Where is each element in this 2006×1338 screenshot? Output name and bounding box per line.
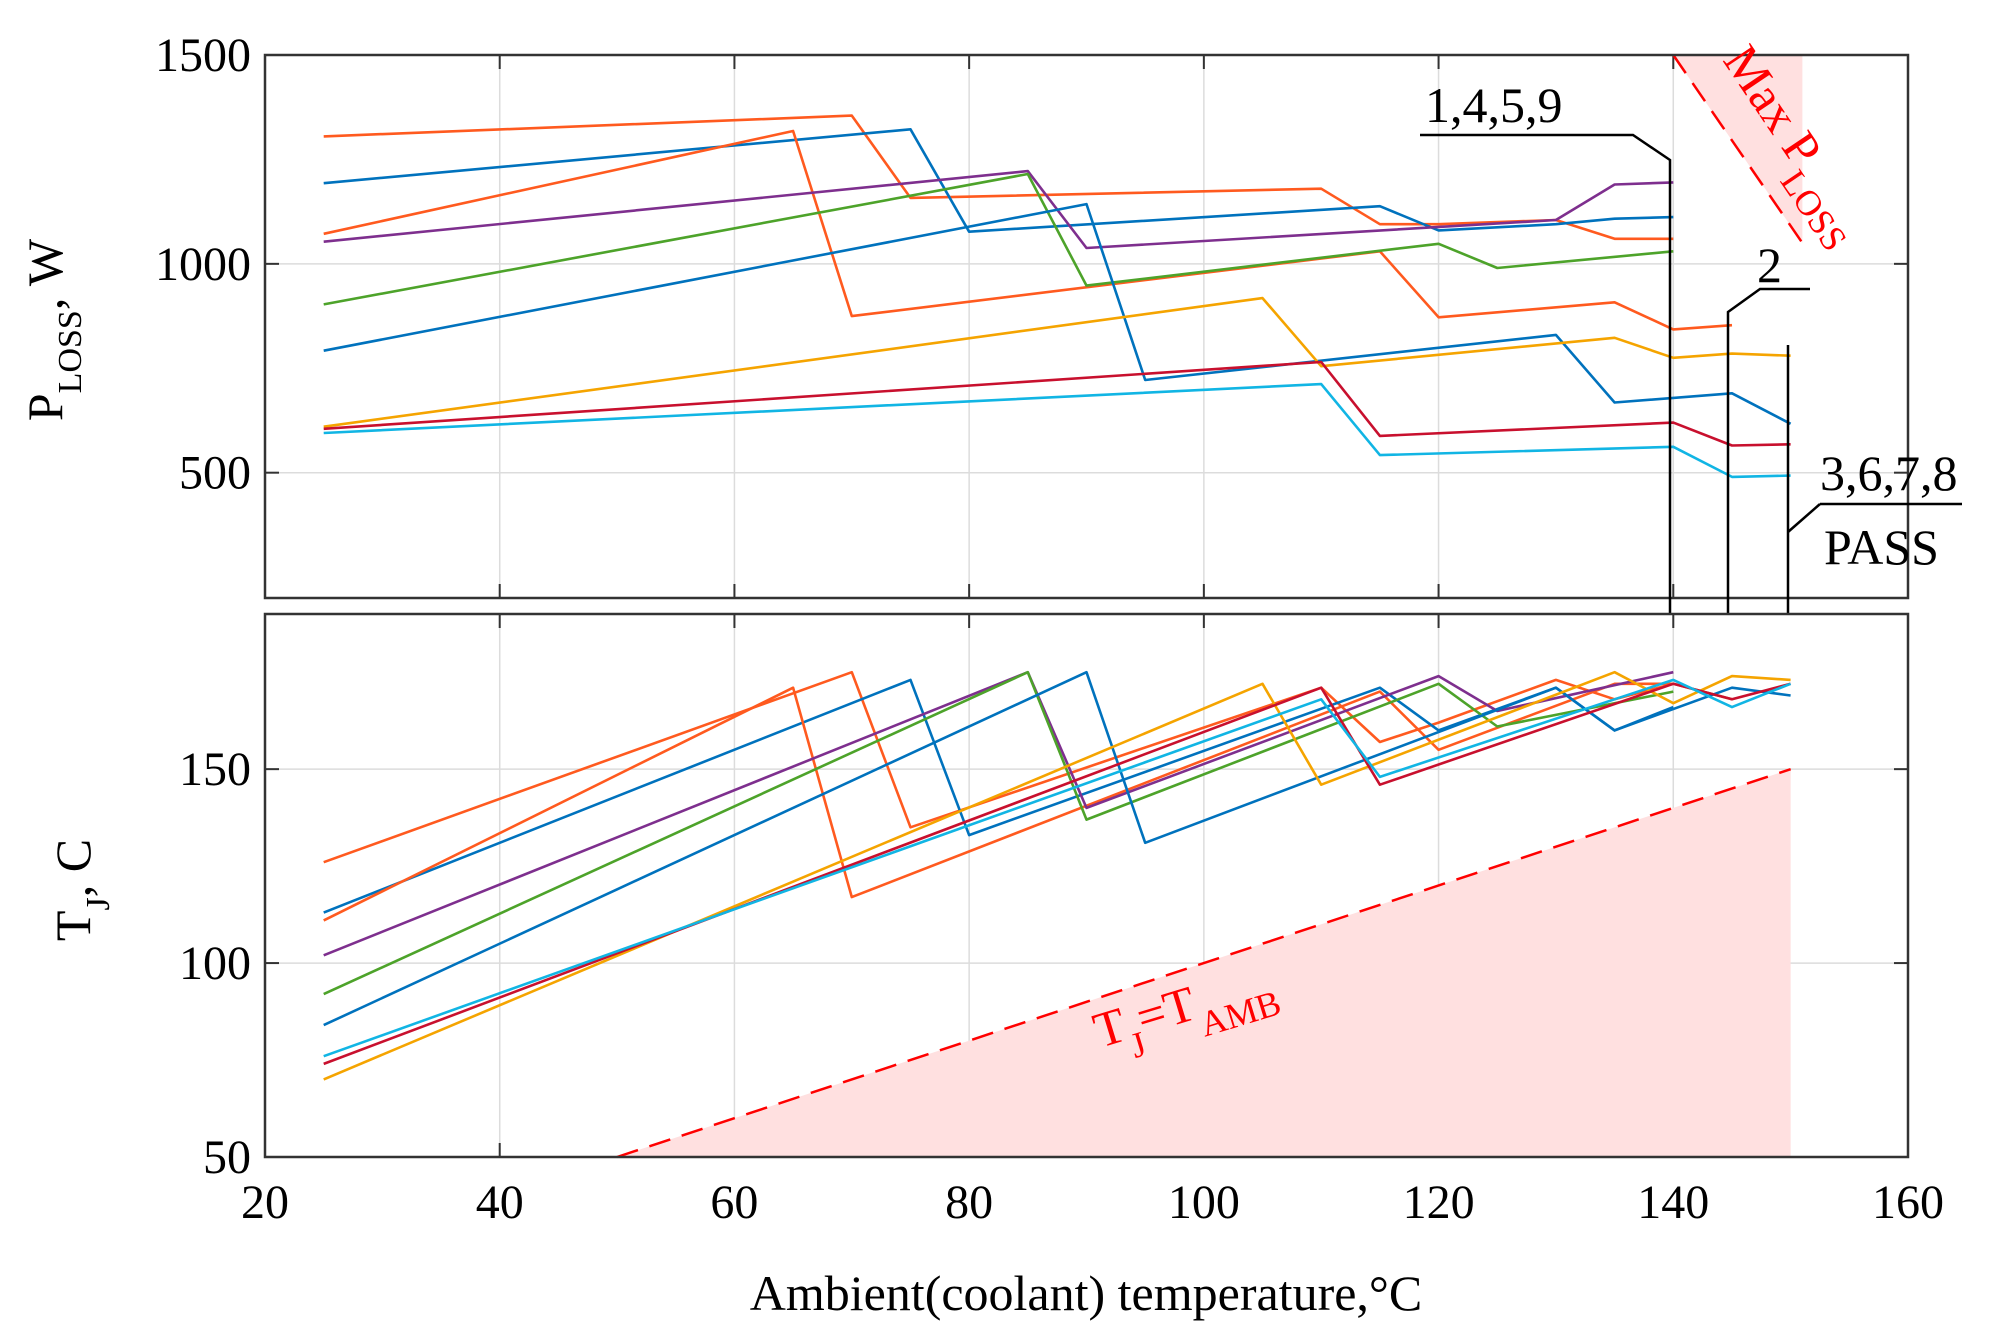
- annotation-2-label: 2: [1757, 237, 1782, 293]
- tj-series-line-1: [323, 670, 1674, 864]
- xtick-label-60: 60: [710, 1176, 758, 1229]
- tj-series-line-7: [323, 670, 1791, 1081]
- xtick-label-40: 40: [476, 1176, 524, 1229]
- tj-series-line-4: [323, 670, 1674, 957]
- annotation-3678-pass: 3,6,7,8 PASS: [1786, 345, 1962, 698]
- ploss-series-line-1: [323, 114, 1674, 241]
- ploss-y-axis-label: PLOSS, W: [17, 238, 89, 421]
- ploss-series-line-8: [323, 360, 1791, 447]
- ploss-ytick-label-1500: 1500: [155, 29, 251, 82]
- annotation-2-leader: [1726, 287, 1810, 683]
- max-ploss-line: [1672, 54, 1804, 244]
- ploss-y-ticks: 500 1000 1500: [155, 29, 251, 500]
- tj-ytick-label-150: 150: [179, 743, 251, 796]
- tj-series-line-9: [323, 678, 1792, 1058]
- ploss-series-group: [323, 114, 1792, 479]
- ploss-series-line-4: [323, 169, 1674, 250]
- xtick-label-140: 140: [1637, 1176, 1709, 1229]
- annotation-pass-label: PASS: [1824, 519, 1939, 575]
- xtick-label-100: 100: [1168, 1176, 1240, 1229]
- x-axis-label: Ambient(coolant) temperature,°C: [750, 1265, 1423, 1321]
- ploss-series-line-5: [323, 172, 1674, 306]
- tj-panel: 50 100 150 20 40 60 80 100 120 140 160 TJ, C Ambi…: [45, 612, 1944, 1321]
- tj-ambient-line: [616, 767, 1792, 1159]
- annotation-1459-leader: [1420, 133, 1672, 695]
- tj-series-group: [323, 670, 1792, 1081]
- ploss-ytick-label-1000: 1000: [155, 238, 251, 291]
- ploss-plot-background: [265, 55, 1908, 598]
- annotation-3678-label: 3,6,7,8: [1820, 445, 1958, 501]
- xtick-label-80: 80: [945, 1176, 993, 1229]
- ploss-panel: 500 1000 1500 PLOSS, W 1,4,5,9 2 3,6,7,8 P…: [17, 29, 1962, 698]
- tj-y-ticks: 50 100 150: [179, 743, 251, 1184]
- xtick-label-120: 120: [1403, 1176, 1475, 1229]
- ploss-series-line-9: [323, 382, 1791, 479]
- tj-y-axis-label: TJ, C: [45, 839, 117, 941]
- x-ticks: 20 40 60 80 100 120 140 160: [241, 1176, 1944, 1229]
- ploss-series-line-6: [323, 202, 1792, 425]
- xtick-label-20: 20: [241, 1176, 289, 1229]
- tj-axes-box: [263, 612, 1910, 1159]
- ploss-series-line-7: [323, 296, 1791, 428]
- tj-ytick-label-50: 50: [203, 1131, 251, 1184]
- tj-series-line-8: [323, 682, 1791, 1066]
- ploss-series-line-3: [323, 129, 1733, 331]
- ploss-series-line-2: [323, 128, 1674, 233]
- annotation-3678-leader: [1787, 503, 1821, 533]
- tj-series-line-6: [323, 670, 1791, 1027]
- ploss-ytick-label-500: 500: [179, 447, 251, 500]
- annotation-2: 2: [1726, 237, 1810, 683]
- xtick-label-160: 160: [1872, 1176, 1944, 1229]
- annotation-1459-label: 1,4,5,9: [1425, 77, 1563, 133]
- max-ploss-region: [1672, 54, 1804, 244]
- tj-ambient-region: [616, 767, 1792, 1159]
- tj-series-line-5: [323, 670, 1674, 996]
- tj-ytick-label-100: 100: [179, 937, 251, 990]
- ploss-axes-box: [263, 53, 1910, 600]
- annotation-1459: 1,4,5,9: [1420, 77, 1672, 695]
